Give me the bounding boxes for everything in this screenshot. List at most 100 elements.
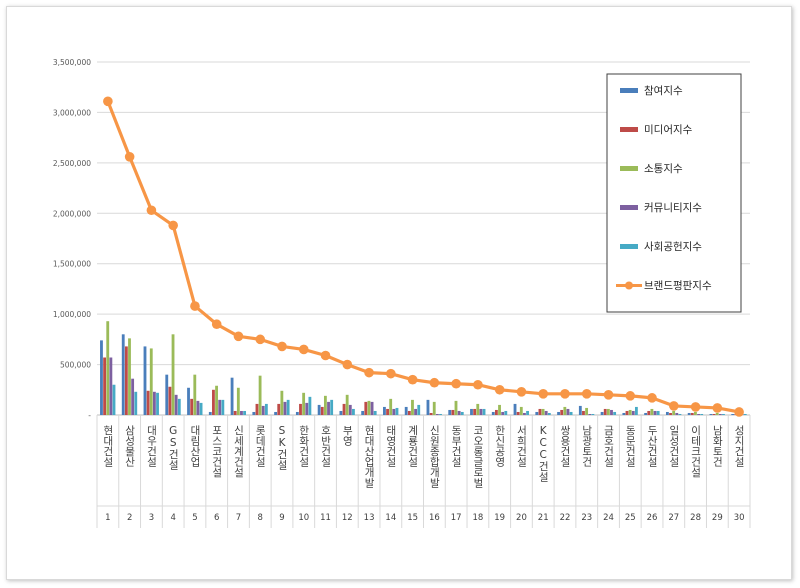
y-tick-label: 1,500,000: [53, 260, 91, 269]
category-label: 포스코건설: [211, 425, 223, 478]
bar-3-2: [152, 391, 156, 415]
bar-0-2: [143, 346, 147, 415]
category-label: 신세계건설: [232, 425, 244, 478]
bar-2-7: [258, 375, 262, 415]
bar-3-15: [435, 413, 439, 415]
x-axis-rank-labels: 1 2 3 4 5 6 7 8 9 10 11 12 13 14 15 16 17 18 19 20 21 22 23 24 2…: [105, 513, 744, 523]
rank-label: 13: [364, 513, 375, 523]
legend-swatch-3: [620, 205, 638, 210]
bar-3-4: [196, 400, 200, 415]
category-label: 삼성물산: [124, 425, 136, 467]
line-point-10: [320, 350, 331, 361]
rank-label: 23: [581, 513, 592, 523]
bar-1-18: [494, 409, 498, 415]
bar-2-12: [367, 400, 371, 415]
bar-0-27: [687, 412, 691, 415]
bar-4-8: [286, 399, 290, 415]
bar-3-27: [697, 413, 700, 415]
bar-1-14: [407, 410, 411, 415]
line-point-8: [277, 341, 287, 352]
bar-1-16: [451, 409, 455, 415]
rank-label: 28: [690, 513, 701, 523]
bar-4-7: [264, 403, 268, 415]
bar-4-5: [221, 399, 225, 415]
bar-3-18: [501, 411, 505, 415]
y-tick-label: -: [88, 411, 91, 420]
bar-0-7: [252, 411, 256, 415]
line-layer: [103, 96, 744, 417]
line-point-23: [603, 390, 614, 400]
bar-0-0: [100, 340, 103, 415]
bar-3-25: [653, 410, 657, 415]
legend-label-5: 브랜드평판지수: [644, 280, 712, 292]
bar-0-24: [622, 412, 626, 415]
bar-0-12: [361, 410, 365, 415]
rank-label: 11: [320, 513, 331, 523]
bar-1-24: [625, 410, 629, 415]
bar-3-6: [240, 410, 243, 415]
bar-2-24: [628, 409, 632, 415]
bar-3-22: [588, 413, 592, 415]
bar-0-1: [121, 334, 125, 415]
bar-3-13: [392, 408, 396, 415]
category-label: 현대건설: [102, 425, 114, 467]
line-point-25: [647, 393, 657, 403]
rank-label: 19: [494, 513, 505, 523]
bar-2-13: [389, 398, 393, 415]
category-label: 호반건설: [320, 425, 332, 467]
bar-2-23: [606, 408, 610, 415]
category-label: 대림산업: [189, 425, 201, 467]
bar-0-6: [230, 377, 234, 415]
category-label: 서희건설: [515, 425, 527, 467]
bar-1-3: [168, 386, 172, 415]
y-tick-label: 2,000,000: [53, 209, 91, 218]
bar-2-16: [454, 400, 458, 415]
line-point-22: [581, 389, 592, 399]
bar-0-17: [470, 408, 473, 415]
rank-label: 12: [342, 513, 353, 523]
line-point-29: [734, 407, 744, 417]
bar-1-5: [212, 389, 215, 415]
y-tick-label: 1,000,000: [53, 310, 91, 319]
bar-2-17: [476, 403, 480, 415]
bar-4-13: [395, 407, 399, 415]
rank-label: 24: [603, 513, 614, 523]
bar-4-9: [308, 396, 312, 415]
bar-3-14: [414, 408, 418, 415]
rank-label: 17: [451, 513, 462, 523]
bar-0-23: [600, 411, 604, 415]
category-label: 이테크건설: [690, 425, 702, 478]
bar-0-10: [317, 404, 321, 415]
line-point-11: [342, 359, 353, 370]
line-point-19: [516, 387, 527, 397]
line-point-20: [538, 389, 549, 399]
rank-label: 25: [625, 513, 636, 523]
rank-label: 2: [127, 513, 132, 523]
bar-3-17: [479, 408, 483, 415]
bar-2-27: [694, 411, 697, 415]
rank-label: 1: [105, 513, 110, 523]
rank-label: 21: [538, 513, 549, 523]
bar-2-14: [411, 399, 414, 415]
bar-3-28: [718, 413, 722, 415]
bar-3-16: [457, 410, 461, 415]
category-label: 신원종합개발: [428, 425, 440, 488]
line-point-18: [494, 384, 505, 395]
rank-label: 15: [407, 513, 418, 523]
category-label: KCC건설: [537, 425, 549, 482]
category-label: 쌍용건설: [559, 425, 571, 467]
bar-2-11: [345, 394, 349, 415]
line-point-0: [103, 96, 113, 107]
bar-1-10: [320, 406, 324, 415]
bar-3-23: [610, 409, 613, 415]
bar-2-18: [498, 404, 501, 415]
bar-2-2: [149, 348, 153, 415]
bar-1-4: [190, 398, 194, 415]
bar-4-11: [352, 408, 355, 415]
bar-4-21: [569, 411, 573, 415]
bar-4-14: [417, 404, 421, 415]
category-label: 태영건설: [385, 425, 397, 467]
category-label: 동부건설: [450, 425, 462, 467]
rank-label: 5: [192, 513, 197, 523]
category-label: 한화건설: [298, 425, 310, 467]
